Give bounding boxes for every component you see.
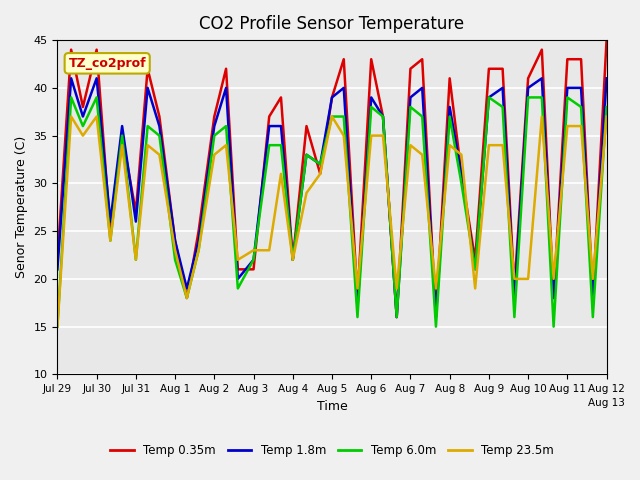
Legend: Temp 0.35m, Temp 1.8m, Temp 6.0m, Temp 23.5m: Temp 0.35m, Temp 1.8m, Temp 6.0m, Temp 2… <box>106 440 559 462</box>
Title: CO2 Profile Sensor Temperature: CO2 Profile Sensor Temperature <box>200 15 465 33</box>
Text: Aug 13: Aug 13 <box>588 398 625 408</box>
Y-axis label: Senor Temperature (C): Senor Temperature (C) <box>15 136 28 278</box>
Text: TZ_co2prof: TZ_co2prof <box>68 57 146 70</box>
X-axis label: Time: Time <box>317 400 348 413</box>
